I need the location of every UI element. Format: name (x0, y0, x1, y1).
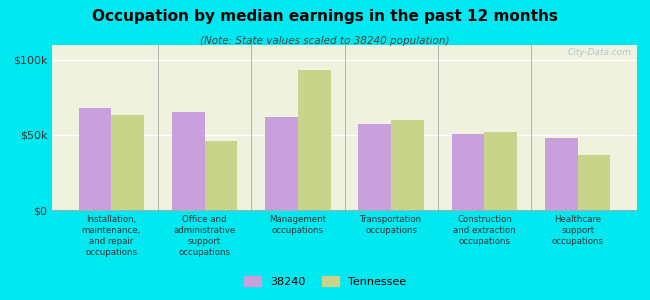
Bar (172, 112, 205, 210)
Bar (452, 134, 484, 210)
Legend: 38240, Tennessee: 38240, Tennessee (240, 272, 410, 291)
Bar (359, 124, 391, 210)
Bar (545, 138, 578, 210)
Bar (265, 117, 298, 210)
Bar (391, 120, 424, 210)
Text: Occupation by median earnings in the past 12 months: Occupation by median earnings in the pas… (92, 9, 558, 24)
Bar (484, 132, 517, 210)
Bar (205, 141, 237, 210)
Text: (Note: State values scaled to 38240 population): (Note: State values scaled to 38240 popu… (200, 36, 450, 46)
Bar (111, 116, 144, 210)
Text: City-Data.com: City-Data.com (567, 48, 631, 57)
Bar (79, 108, 111, 210)
Bar (298, 70, 330, 210)
Bar (578, 154, 610, 210)
